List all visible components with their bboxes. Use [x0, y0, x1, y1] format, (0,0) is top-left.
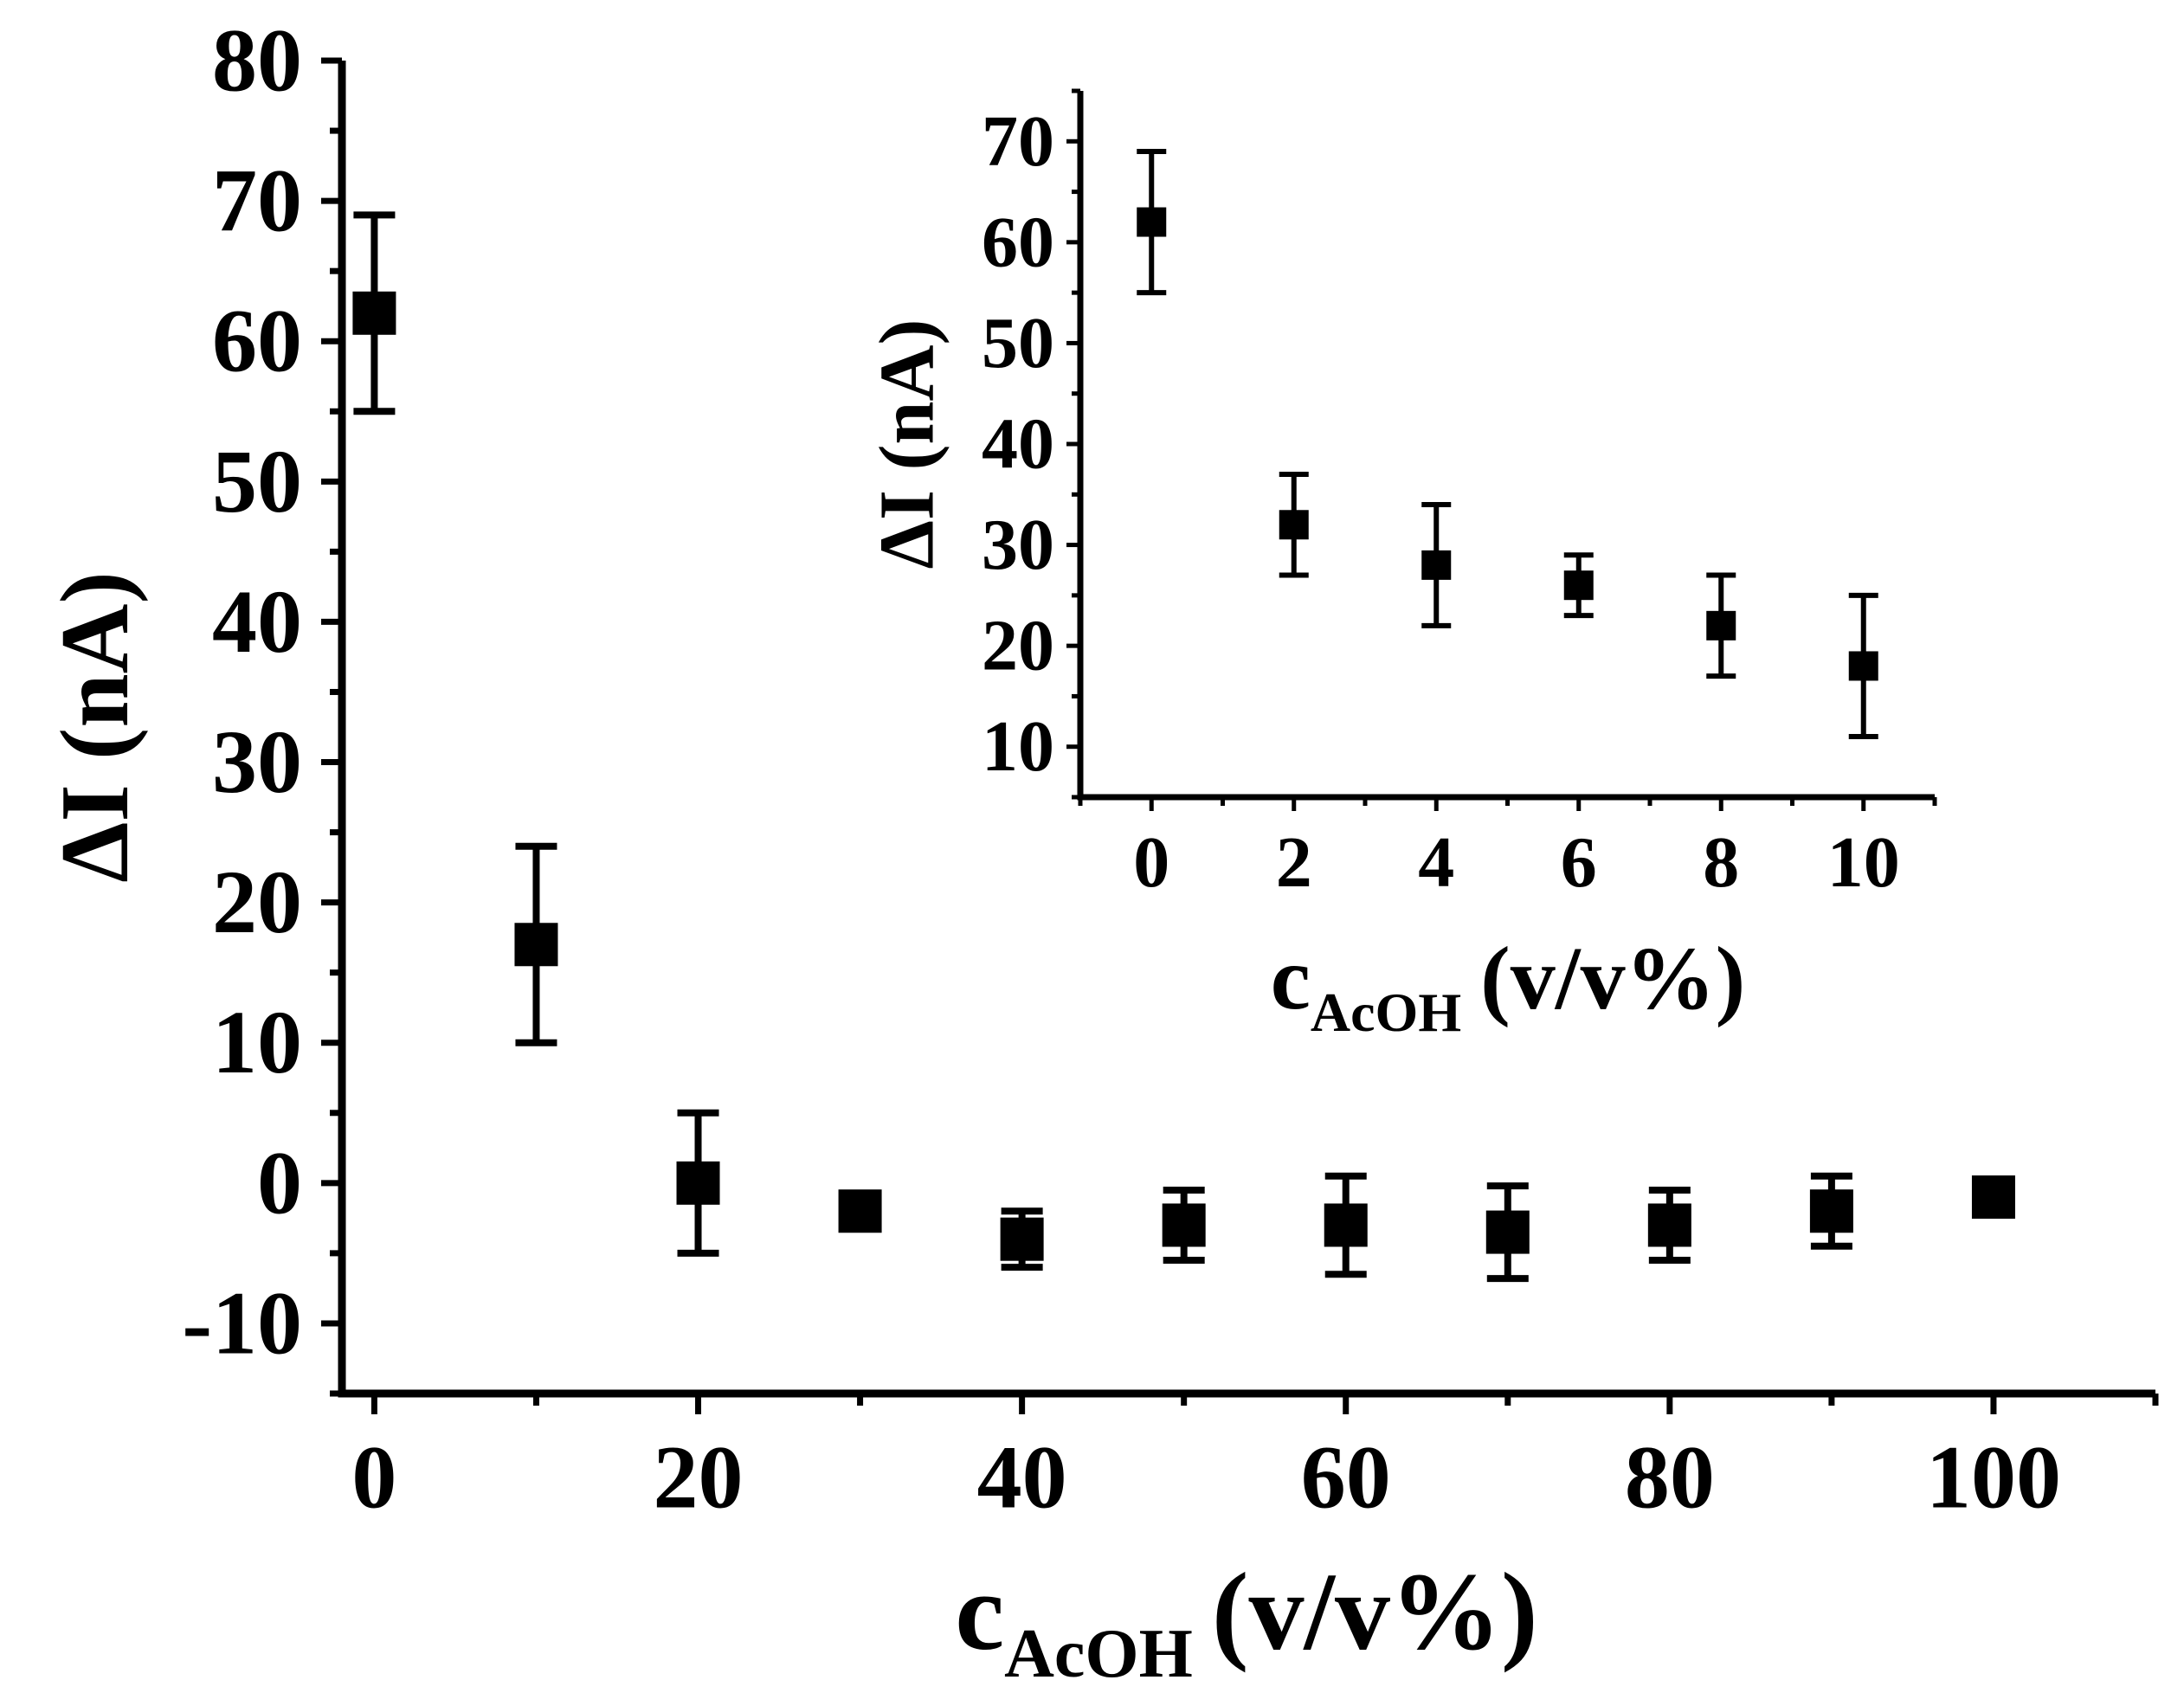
x-tick-label: 10: [1827, 822, 1900, 903]
data-point: [1706, 610, 1736, 641]
data-point: [352, 291, 396, 335]
y-tick-label: 40: [212, 572, 302, 672]
data-point: [1421, 550, 1452, 580]
data-point: [838, 1189, 882, 1233]
y-tick-label: 50: [212, 432, 302, 531]
y-axis-title: ΔI (nA): [865, 319, 950, 570]
x-tick-label: 100: [1926, 1428, 2061, 1528]
data-point: [1000, 1217, 1044, 1261]
y-axis-title: ΔI (nA): [42, 571, 149, 883]
x-axis-title-sub: AcOH: [1004, 1616, 1193, 1692]
data-point: [1485, 1210, 1530, 1254]
x-tick-label: 80: [1625, 1428, 1715, 1528]
y-tick-label: 10: [982, 706, 1054, 787]
y-tick-label: 60: [982, 202, 1054, 282]
y-tick-label: 20: [982, 606, 1054, 686]
data-point: [1809, 1189, 1853, 1233]
data-point: [1324, 1203, 1368, 1247]
y-tick-label: 30: [982, 505, 1054, 585]
y-tick-label: 70: [982, 101, 1054, 182]
data-point: [1647, 1203, 1691, 1247]
x-axis-title-unit: (v/v%): [1212, 1550, 1538, 1673]
y-tick-label: 70: [212, 151, 302, 251]
x-tick-label: 6: [1561, 822, 1597, 903]
data-point: [1971, 1175, 2015, 1220]
data-point: [1279, 510, 1309, 540]
x-tick-label: 0: [1133, 822, 1169, 903]
y-tick-label: 20: [212, 853, 302, 952]
inset-plot: 10 20 30 40 50 60 70 0 2 4 6 8 10 cAcOH (v/v%) ΔI (nA): [865, 88, 1937, 1043]
y-tick-label: 40: [982, 404, 1054, 485]
x-tick-label: 8: [1703, 822, 1739, 903]
x-tick-label: 4: [1418, 822, 1454, 903]
x-tick-label: 60: [1301, 1428, 1391, 1528]
x-axis-title: cAcOH (v/v%): [1271, 929, 1746, 1043]
y-tick-label: 10: [212, 993, 302, 1092]
data-point: [1162, 1203, 1206, 1247]
x-tick-label: 0: [351, 1428, 396, 1528]
x-axis-title-sub: AcOH: [1311, 982, 1461, 1043]
y-tick-label: 0: [257, 1133, 302, 1233]
data-point: [676, 1161, 720, 1205]
data-point: [514, 923, 558, 967]
y-tick-label: 30: [212, 712, 302, 812]
x-axis-title-unit: (v/v%): [1480, 929, 1745, 1028]
x-axis-title: cAcOH (v/v%): [955, 1550, 1537, 1692]
y-tick-label: 80: [212, 11, 302, 111]
x-tick-label: 20: [654, 1428, 744, 1528]
x-tick-label: 40: [977, 1428, 1067, 1528]
y-tick-label: 50: [982, 303, 1054, 383]
x-tick-label: 2: [1276, 822, 1312, 903]
y-tick-label: 60: [212, 292, 302, 391]
data-point: [1848, 651, 1878, 681]
y-tick-label: -10: [182, 1273, 302, 1373]
data-point: [1563, 570, 1594, 601]
x-axis-title-main: c: [955, 1550, 1004, 1673]
data-point: [1137, 207, 1167, 237]
x-axis-title-main: c: [1271, 929, 1311, 1028]
